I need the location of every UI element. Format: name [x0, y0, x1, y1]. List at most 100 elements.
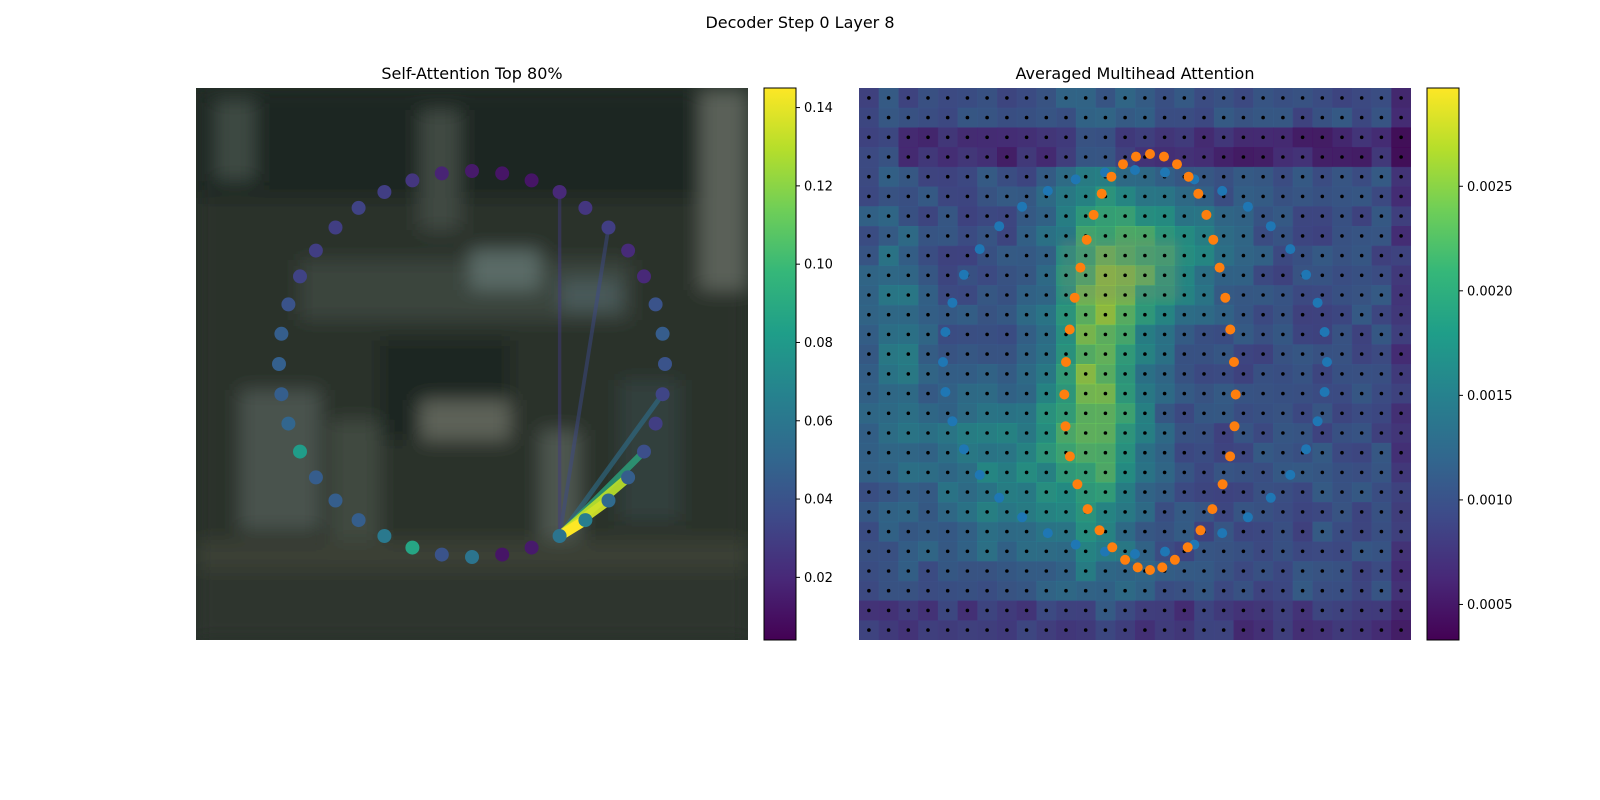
grid-dot [1261, 135, 1265, 140]
grid-dot [1064, 194, 1068, 199]
grid-dot [1143, 273, 1147, 278]
grid-dot [886, 431, 891, 435]
grid-dot [1320, 510, 1325, 514]
grid-dot [1044, 293, 1049, 297]
blue-point [1017, 512, 1028, 523]
grid-dot [1143, 391, 1147, 396]
grid-dot [926, 253, 930, 258]
grid-dot [1399, 510, 1403, 514]
grid-dot [965, 608, 970, 613]
grid-dot [1320, 608, 1325, 613]
keypoint [377, 185, 392, 199]
grid-dot [1162, 529, 1167, 534]
grid-dot [985, 352, 989, 356]
grid-dot [1202, 234, 1206, 238]
grid-dot [1399, 450, 1403, 455]
grid-dot [1261, 155, 1265, 159]
grid-dot [1340, 608, 1344, 613]
grid-dot [1202, 194, 1206, 199]
grid-dot [1044, 450, 1049, 455]
grid-dot [1083, 332, 1088, 337]
grid-dot [1340, 628, 1344, 632]
grid-dot [1221, 96, 1226, 100]
right-colorbar [1426, 87, 1460, 641]
grid-dot [965, 490, 970, 494]
grid-dot [1064, 293, 1068, 297]
grid-dot [1064, 115, 1068, 120]
grid-dot [1202, 332, 1206, 337]
keypoint [637, 444, 651, 459]
grid-dot [1143, 470, 1147, 475]
colorbar-tick-label: 0.08 [804, 336, 833, 351]
grid-dot [1044, 608, 1049, 613]
grid-dot [1044, 628, 1049, 632]
grid-dot [1320, 588, 1325, 593]
grid-dot [1123, 411, 1127, 416]
orange-point [1096, 188, 1107, 199]
keypoint [405, 173, 420, 188]
grid-dot [886, 569, 891, 573]
grid-dot [1359, 155, 1364, 159]
grid-dot [1143, 628, 1147, 632]
grid-dot [1202, 569, 1206, 573]
grid-dot [1320, 96, 1325, 100]
grid-dot [1281, 569, 1285, 573]
grid-dot [1340, 372, 1344, 376]
grid-dot [1123, 470, 1127, 475]
grid-dot [1340, 234, 1344, 238]
colorbar-tick-label: 0.12 [804, 179, 833, 194]
orange-point [1107, 542, 1118, 553]
grid-dot [1202, 155, 1206, 159]
grid-dot [1359, 194, 1364, 199]
orange-point [1230, 389, 1241, 400]
grid-dot [1024, 372, 1029, 376]
grid-dot [1103, 115, 1108, 120]
colorbar-tick-label: 0.0015 [1467, 389, 1513, 404]
figure-title: Decoder Step 0 Layer 8 [705, 13, 895, 32]
grid-dot [926, 510, 930, 514]
grid-dot [1103, 391, 1108, 396]
grid-dot [886, 411, 891, 416]
grid-dot [906, 470, 911, 475]
grid-dot [886, 490, 891, 494]
grid-dot [1241, 549, 1246, 554]
grid-dot [1103, 273, 1108, 278]
grid-dot [1399, 352, 1403, 356]
grid-dot [1162, 194, 1167, 199]
grid-dot [1340, 411, 1344, 416]
grid-dot [1320, 372, 1325, 376]
grid-dot [867, 628, 871, 632]
grid-dot [906, 411, 911, 416]
grid-dot [1261, 450, 1265, 455]
grid-dot [965, 234, 970, 238]
grid-dot [1123, 628, 1127, 632]
grid-dot [1261, 332, 1265, 337]
grid-dot [926, 450, 930, 455]
grid-dot [1103, 253, 1108, 258]
orange-point [1145, 565, 1155, 575]
grid-dot [1221, 332, 1226, 337]
grid-dot [1202, 312, 1206, 317]
grid-dot [1241, 569, 1246, 573]
keypoint [552, 529, 567, 543]
colorbar-tick-label: 0.0005 [1467, 598, 1513, 613]
grid-dot [1024, 194, 1029, 199]
keypoint [637, 269, 651, 284]
grid-dot [945, 431, 950, 435]
grid-dot [945, 115, 950, 120]
grid-dot [1202, 549, 1206, 554]
grid-dot [1261, 549, 1265, 554]
grid-dot [1399, 135, 1403, 140]
grid-dot [985, 332, 989, 337]
grid-dot [867, 569, 871, 573]
grid-dot [867, 391, 871, 396]
grid-dot [1083, 549, 1088, 554]
blue-point [1312, 297, 1323, 308]
grid-dot [1221, 470, 1226, 475]
grid-dot [1261, 490, 1265, 494]
grid-dot [886, 628, 891, 632]
grid-dot [926, 234, 930, 238]
grid-dot [886, 234, 891, 238]
grid-dot [1359, 510, 1364, 514]
grid-dot [1064, 411, 1068, 416]
